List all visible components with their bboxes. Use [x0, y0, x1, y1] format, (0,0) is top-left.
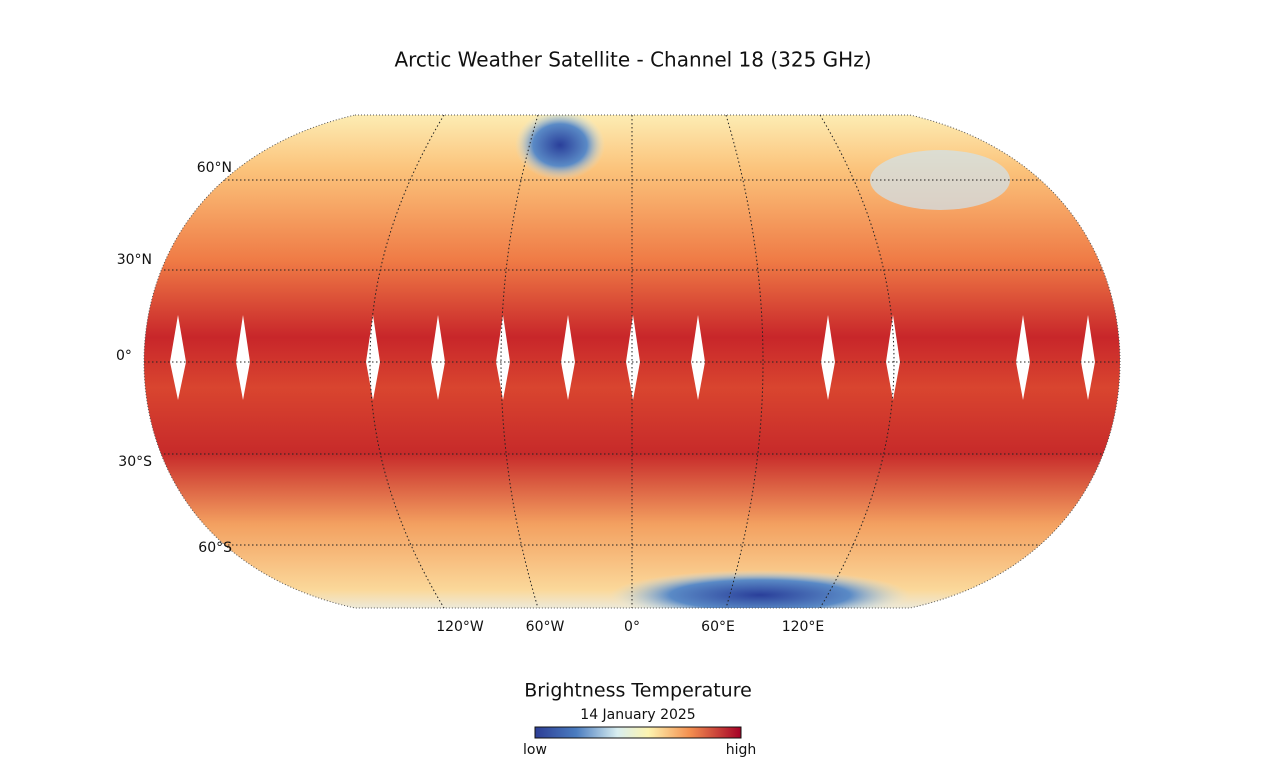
- colorbar-min-label: low: [523, 742, 547, 758]
- colorbar-subtitle: 14 January 2025: [580, 707, 695, 723]
- lon-label: 60°W: [526, 619, 565, 635]
- colorbar-title: Brightness Temperature: [524, 680, 752, 702]
- lat-label: 30°S: [118, 454, 152, 470]
- lon-label: 60°E: [701, 619, 735, 635]
- lat-label: 60°S: [198, 540, 232, 556]
- graticule: [144, 115, 1120, 608]
- swath-gaps: [170, 315, 1095, 400]
- map-title: Arctic Weather Satellite - Channel 18 (3…: [394, 48, 871, 72]
- lon-label: 120°E: [782, 619, 825, 635]
- antarctica-cold: [610, 570, 910, 608]
- map: [144, 115, 1120, 608]
- lat-label: 60°N: [197, 160, 232, 176]
- map-outline: [143, 114, 1121, 609]
- greenland-cold: [515, 115, 605, 180]
- colorbar-max-label: high: [726, 742, 757, 758]
- lon-label: 0°: [624, 619, 640, 635]
- colorbar: [534, 726, 742, 739]
- lat-label: 30°N: [117, 252, 152, 268]
- lat-label: 0°: [116, 348, 132, 364]
- lon-label: 120°W: [436, 619, 484, 635]
